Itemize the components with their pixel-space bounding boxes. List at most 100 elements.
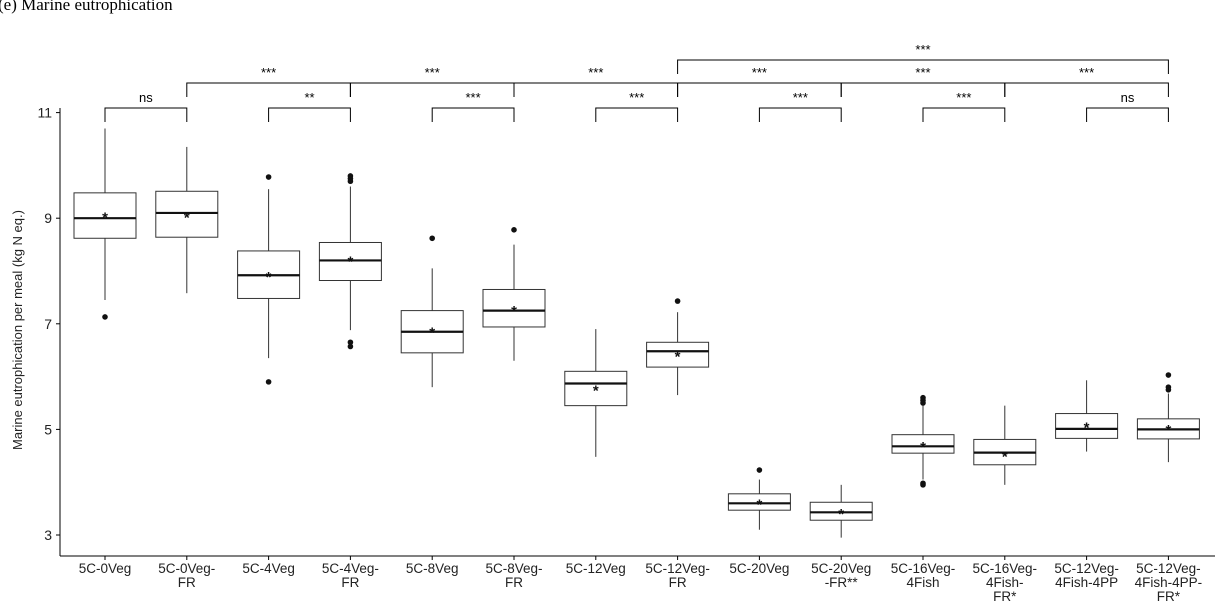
box-iqr (155, 190, 219, 238)
mean-marker: * (920, 439, 926, 456)
significance-bracket: *** (349, 65, 515, 97)
box-group: * (482, 227, 546, 361)
outlier-point (347, 343, 354, 350)
box-group: * (400, 235, 464, 388)
box-iqr (891, 434, 955, 454)
mean-marker: * (1165, 422, 1171, 439)
y-tick-labels: 3 5 7 9 11 (37, 105, 52, 543)
bracket-line (922, 107, 1006, 122)
bracket-line (513, 82, 679, 97)
x-tick-label: 5C-8Veg-FR (485, 561, 542, 590)
bracket-line (758, 107, 842, 122)
x-tick-label: 5C-4Veg-FR (322, 561, 379, 590)
mean-marker: * (675, 348, 681, 365)
mean-marker: * (184, 210, 190, 227)
x-tick-label: 5C-16Veg-4Fish-FR* (973, 561, 1038, 604)
mean-marker: * (102, 210, 108, 227)
mean-marker: * (429, 325, 435, 342)
outlier-point (756, 467, 763, 473)
y-tick-label: 5 (44, 421, 52, 437)
box-iqr (73, 192, 137, 239)
significance-bracket: *** (758, 90, 842, 122)
x-tick-label: 5C-0Veg-FR (158, 561, 215, 590)
y-tick-label: 9 (44, 210, 52, 226)
outlier-point (429, 235, 436, 242)
mean-marker: * (1002, 449, 1008, 466)
bracket-line (1004, 82, 1169, 97)
bracket-line (1086, 107, 1169, 122)
y-tick-label: 7 (44, 316, 52, 332)
significance-label: ns (139, 90, 153, 105)
box-iqr (564, 370, 628, 407)
significance-label: ** (304, 90, 314, 105)
significance-bracket: *** (840, 65, 1006, 97)
outlier-point (920, 482, 926, 488)
mean-marker: * (1084, 420, 1090, 437)
significance-label: *** (956, 90, 971, 105)
significance-bracket: *** (1004, 65, 1169, 97)
significance-label: *** (629, 90, 644, 105)
bracket-line (595, 107, 679, 122)
x-tick-label: 5C-8Veg (406, 561, 459, 576)
outlier-point (347, 339, 354, 346)
outlier-point (1165, 372, 1172, 378)
box-iqr (646, 341, 710, 368)
x-tick-label: 5C-20Veg (729, 561, 789, 576)
significance-label: ns (1121, 90, 1135, 105)
mean-marker: * (593, 383, 599, 400)
significance-bracket: *** (677, 42, 1169, 74)
significance-bracket: *** (513, 65, 679, 97)
significance-bracket: ** (268, 90, 351, 122)
significance-bracket: *** (922, 90, 1006, 122)
box-iqr (482, 288, 546, 328)
box-group: * (564, 329, 628, 457)
outlier-point (511, 227, 517, 233)
mean-marker: * (347, 253, 353, 270)
bracket-line (104, 107, 188, 122)
outlier-point (920, 400, 926, 406)
box-group: * (973, 405, 1037, 485)
significance-label: *** (1079, 65, 1094, 80)
bracket-line (677, 59, 1169, 74)
significance-label: *** (793, 90, 808, 105)
outlier-point (265, 174, 272, 180)
outlier-point (265, 379, 272, 385)
bracket-line (268, 107, 351, 122)
significance-label: *** (915, 65, 930, 80)
mean-marker: * (266, 269, 272, 286)
bracket-line (677, 82, 842, 97)
box-group: * (318, 173, 382, 350)
significance-brackets: ns ** *** *** *** *** ns*** *** *** *** *** ****** (104, 42, 1169, 122)
bracket-line (840, 82, 1006, 97)
significance-bracket: *** (677, 65, 842, 97)
significance-bracket: *** (431, 90, 515, 122)
outlier-point (1165, 387, 1172, 393)
y-tick-label: 11 (37, 105, 52, 121)
x-tick-label: 5C-12Veg-4Fish-4PP-FR* (1135, 561, 1203, 604)
mean-marker: * (756, 496, 762, 513)
x-tick-label: 5C-12Veg (566, 561, 626, 576)
box-iqr (727, 493, 791, 511)
significance-label: *** (425, 65, 440, 80)
box-series: * * * * * * * * * * * * * * (73, 128, 1200, 538)
box-group: * (646, 298, 710, 396)
significance-bracket: *** (186, 65, 351, 97)
box-group: * (809, 484, 873, 538)
outlier-point (347, 178, 354, 185)
x-tick-label: 5C-12Veg-FR (645, 561, 710, 590)
significance-bracket: *** (595, 90, 679, 122)
box-group: * (1055, 380, 1119, 452)
x-tick-label: 5C-4Veg (242, 561, 295, 576)
bracket-line (186, 82, 351, 97)
significance-label: *** (466, 90, 481, 105)
x-tick-label: 5C-0Veg (79, 561, 132, 576)
significance-label: *** (752, 65, 767, 80)
box-group: * (1136, 372, 1200, 463)
box-iqr (1055, 413, 1119, 439)
x-tick-label: 5C-20Veg -FR** (811, 561, 871, 590)
x-tick-label: 5C-16Veg-4Fish (891, 561, 956, 590)
significance-bracket: ns (1086, 90, 1169, 122)
bracket-line (431, 107, 515, 122)
x-tick-label: 5C-12Veg-4Fish-4PP (1054, 561, 1119, 590)
y-axis-label: Marine eutrophication per meal (kg N eq.… (10, 210, 25, 450)
